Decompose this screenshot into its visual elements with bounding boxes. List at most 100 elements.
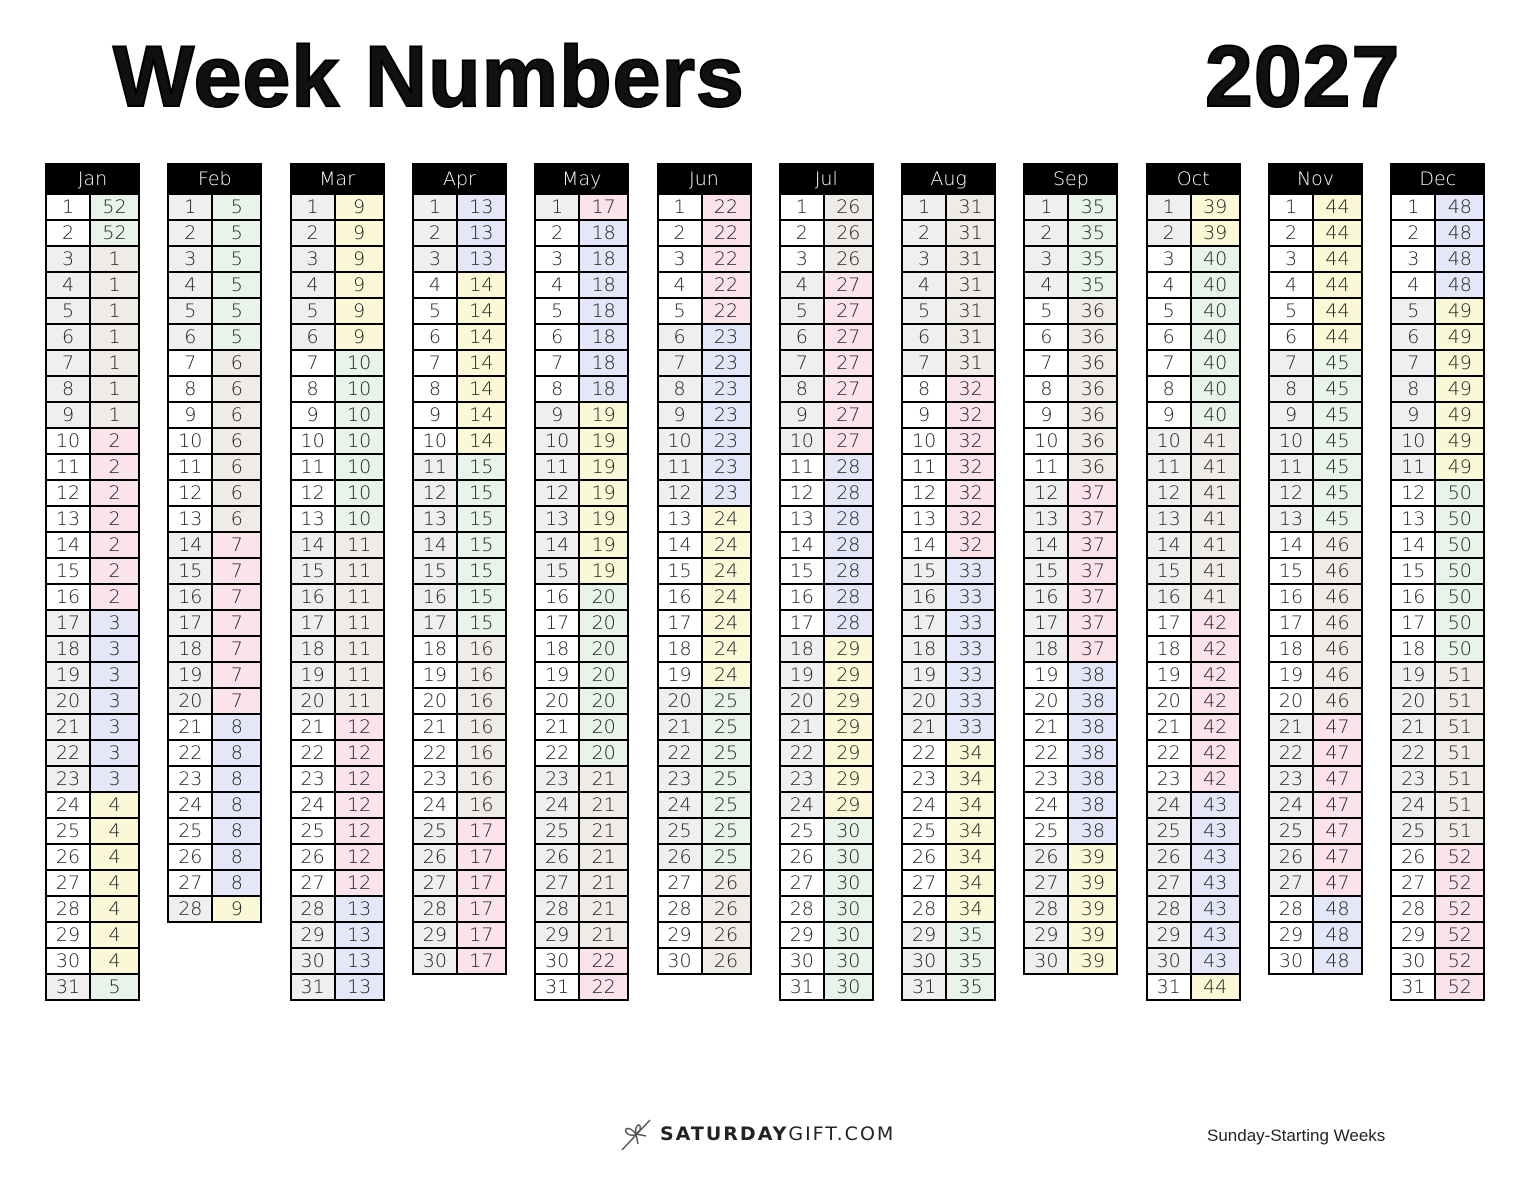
day-number: 1 bbox=[1390, 193, 1437, 221]
day-number: 16 bbox=[901, 583, 948, 611]
day-number: 5 bbox=[1390, 297, 1437, 325]
day-row: 30 52 bbox=[1390, 947, 1486, 975]
day-row: 25 34 bbox=[901, 817, 997, 845]
day-number: 26 bbox=[1390, 843, 1437, 871]
week-number: 17 bbox=[455, 921, 507, 949]
day-number: 16 bbox=[656, 583, 703, 611]
day-number: 23 bbox=[1268, 765, 1314, 793]
day-number: 24 bbox=[1145, 791, 1192, 819]
week-number: 7 bbox=[211, 661, 263, 689]
day-row: 21 20 bbox=[534, 713, 630, 741]
day-row: 29 21 bbox=[534, 921, 630, 949]
day-row: 3 31 bbox=[901, 245, 997, 273]
week-number: 23 bbox=[700, 349, 752, 377]
day-row: 30 22 bbox=[534, 947, 630, 975]
month-table-aug: Aug 1 31 2 31 3 31 4 31 5 31 6 31 7 31 8 32 9 32 10 32 11 32 12… bbox=[901, 163, 997, 1001]
week-number: 46 bbox=[1312, 661, 1363, 689]
day-number: 20 bbox=[167, 687, 214, 715]
day-row: 25 12 bbox=[289, 817, 385, 845]
week-number: 21 bbox=[578, 765, 630, 793]
week-number: 36 bbox=[1067, 323, 1119, 351]
day-row: 31 52 bbox=[1390, 973, 1486, 1001]
day-row: 20 25 bbox=[656, 687, 752, 715]
day-row: 20 3 bbox=[45, 687, 140, 715]
week-number: 26 bbox=[700, 895, 752, 923]
week-number: 35 bbox=[1067, 219, 1119, 247]
week-number: 17 bbox=[455, 817, 507, 845]
day-row: 4 31 bbox=[901, 271, 997, 299]
week-number: 33 bbox=[945, 583, 997, 611]
week-number: 27 bbox=[822, 375, 874, 403]
day-row: 11 6 bbox=[167, 453, 263, 481]
week-number: 43 bbox=[1189, 843, 1241, 871]
day-row: 26 12 bbox=[289, 843, 385, 871]
day-row: 16 20 bbox=[534, 583, 630, 611]
week-number: 22 bbox=[700, 219, 752, 247]
day-number: 1 bbox=[1268, 193, 1314, 221]
day-number: 19 bbox=[778, 661, 825, 689]
week-number: 4 bbox=[89, 817, 140, 845]
day-number: 1 bbox=[1023, 193, 1070, 221]
day-row: 27 30 bbox=[778, 869, 874, 897]
week-number: 41 bbox=[1189, 583, 1241, 611]
day-number: 15 bbox=[1023, 557, 1070, 585]
day-number: 9 bbox=[289, 401, 336, 429]
week-number: 35 bbox=[945, 947, 997, 975]
week-number: 2 bbox=[89, 479, 140, 507]
day-number: 3 bbox=[1268, 245, 1314, 273]
day-number: 29 bbox=[1390, 921, 1437, 949]
day-number: 10 bbox=[411, 427, 458, 455]
week-number: 34 bbox=[945, 739, 997, 767]
day-row: 1 31 bbox=[901, 193, 997, 221]
week-number: 14 bbox=[455, 401, 507, 429]
day-row: 15 33 bbox=[901, 557, 997, 585]
day-row: 12 15 bbox=[411, 479, 507, 507]
day-number: 7 bbox=[901, 349, 948, 377]
day-row: 28 26 bbox=[656, 895, 752, 923]
week-number: 3 bbox=[89, 609, 140, 637]
week-number: 39 bbox=[1067, 869, 1119, 897]
day-row: 3 18 bbox=[534, 245, 630, 273]
week-number: 24 bbox=[700, 557, 752, 585]
week-number: 10 bbox=[333, 505, 385, 533]
day-row: 13 41 bbox=[1145, 505, 1241, 533]
day-row: 29 43 bbox=[1145, 921, 1241, 949]
day-number: 23 bbox=[901, 765, 948, 793]
week-number: 39 bbox=[1067, 947, 1119, 975]
week-number: 27 bbox=[822, 271, 874, 299]
day-row: 14 7 bbox=[167, 531, 263, 559]
day-number: 8 bbox=[656, 375, 703, 403]
day-number: 29 bbox=[1268, 921, 1314, 949]
week-number: 46 bbox=[1312, 583, 1363, 611]
week-number: 7 bbox=[211, 583, 263, 611]
day-row: 25 30 bbox=[778, 817, 874, 845]
day-number: 14 bbox=[167, 531, 214, 559]
day-row: 30 43 bbox=[1145, 947, 1241, 975]
day-number: 16 bbox=[1268, 583, 1314, 611]
week-number: 1 bbox=[89, 245, 140, 273]
day-number: 5 bbox=[534, 297, 581, 325]
day-number: 21 bbox=[1268, 713, 1314, 741]
week-number: 7 bbox=[211, 635, 263, 663]
day-row: 13 15 bbox=[411, 505, 507, 533]
day-row: 13 37 bbox=[1023, 505, 1119, 533]
day-number: 12 bbox=[45, 479, 91, 507]
week-number: 1 bbox=[89, 349, 140, 377]
day-row: 5 44 bbox=[1268, 297, 1363, 325]
day-number: 14 bbox=[778, 531, 825, 559]
day-row: 24 21 bbox=[534, 791, 630, 819]
week-number: 1 bbox=[89, 271, 140, 299]
week-number: 52 bbox=[89, 219, 140, 247]
day-number: 2 bbox=[411, 219, 458, 247]
day-row: 20 46 bbox=[1268, 687, 1363, 715]
day-number: 5 bbox=[167, 297, 214, 325]
day-row: 20 33 bbox=[901, 687, 997, 715]
day-row: 7 18 bbox=[534, 349, 630, 377]
day-number: 16 bbox=[778, 583, 825, 611]
day-row: 9 10 bbox=[289, 401, 385, 429]
day-row: 26 4 bbox=[45, 843, 140, 871]
week-number: 52 bbox=[1434, 947, 1486, 975]
